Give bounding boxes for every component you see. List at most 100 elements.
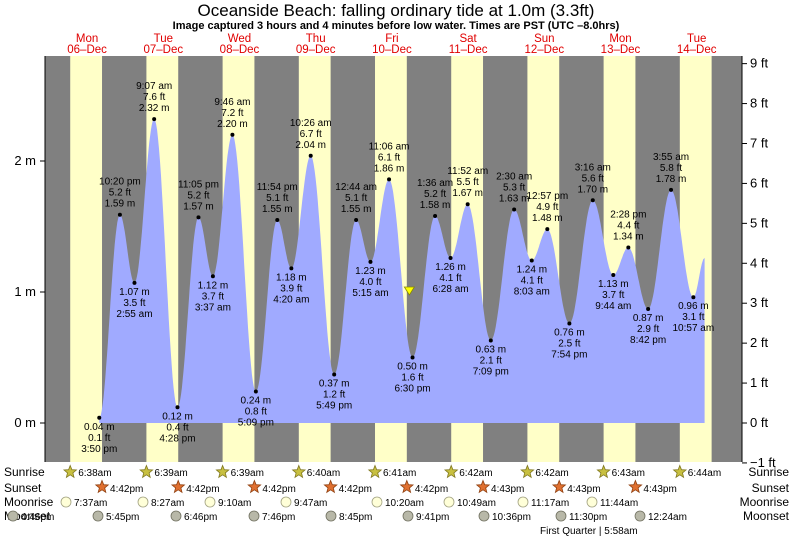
moonset-time: 12:24am <box>648 512 687 523</box>
day-date: 13–Dec <box>601 44 641 56</box>
moonrise-time: 11:44am <box>600 498 638 509</box>
tide-curve <box>99 119 705 423</box>
tide-m-label: 1.70 m <box>577 184 608 195</box>
moonrise-row-label-right: Moonrise <box>740 495 790 509</box>
tide-m-label: 1.59 m <box>105 199 136 210</box>
tide-time-label: 11:54 pm <box>257 182 298 193</box>
tide-ft-label: 4.9 ft <box>536 202 558 213</box>
tide-m-label: 0.50 m <box>397 362 428 373</box>
tide-point <box>646 307 651 312</box>
sunrise-time: 6:41am <box>383 468 416 479</box>
tide-time-label: 3:16 am <box>575 162 611 173</box>
tide-time-label: 10:57 am <box>673 323 715 334</box>
tide-m-label: 1.26 m <box>435 262 466 273</box>
day-name: Mon <box>76 33 98 45</box>
day-date: 08–Dec <box>220 44 260 56</box>
tide-m-label: 1.55 m <box>262 204 293 215</box>
sun-moon-rows: Sunrise Sunset Moonrise Moonset Sunrise … <box>4 464 790 537</box>
moonrise-icon <box>517 496 529 508</box>
moonrise-time: 10:20am <box>385 498 424 509</box>
tide-point <box>230 132 235 137</box>
tide-m-label: 2.20 m <box>217 119 248 130</box>
tide-ft-label: 5.3 ft <box>503 182 525 193</box>
tide-m-label: 1.18 m <box>276 272 307 283</box>
sunset-time: 4:43pm <box>491 484 524 495</box>
sunrise-icon <box>139 464 154 479</box>
sunset-icon <box>323 479 338 494</box>
tide-point <box>308 153 313 158</box>
moonset-icon <box>402 510 414 522</box>
tide-point <box>410 355 415 360</box>
sunset-time: 4:42pm <box>110 484 143 495</box>
right-tick-label: 8 ft <box>750 96 768 111</box>
tide-time-label: 12:57 pm <box>526 191 568 202</box>
tide-point <box>433 214 438 219</box>
moonset-icon <box>555 510 567 522</box>
tide-m-label: 0.04 m <box>84 422 115 433</box>
tide-m-label: 1.24 m <box>516 265 547 276</box>
tide-ft-label: 2.9 ft <box>637 324 659 335</box>
tide-time-label: 2:55 am <box>116 309 152 320</box>
tide-ft-label: 7.2 ft <box>221 108 243 119</box>
tide-time-label: 1:36 am <box>417 178 453 189</box>
tide-ft-label: 5.5 ft <box>457 177 479 188</box>
tide-m-label: 1.34 m <box>613 231 644 242</box>
tide-point <box>567 321 572 326</box>
moonrise-icon <box>586 496 598 508</box>
tide-ft-label: 5.2 ft <box>424 189 446 200</box>
axes: 0 m 1 m 2 m −1 ft 0 ft 1 ft 2 ft 3 ft 4 ft 5 ft 6 … <box>14 56 776 470</box>
sunrise-time: 6:42am <box>535 468 568 479</box>
tide-time-label: 9:46 am <box>214 97 250 108</box>
day-date: 11–Dec <box>449 44 488 56</box>
tide-ft-label: 5.6 ft <box>582 173 604 184</box>
current-tide-marker <box>403 286 416 296</box>
tide-ft-label: 2.1 ft <box>480 355 502 366</box>
tide-time-label: 3:37 am <box>195 302 231 313</box>
sunrise-icon <box>672 464 688 479</box>
sunset-time: 4:42pm <box>339 484 372 495</box>
moonrise-time: 7:37am <box>74 498 107 509</box>
sunset-icon <box>399 479 415 494</box>
tide-point <box>611 272 616 277</box>
sunset-icon <box>247 479 262 494</box>
tide-time-label: 8:42 pm <box>630 335 666 346</box>
tide-point <box>669 187 674 192</box>
tide-ft-label: 2.5 ft <box>558 338 580 349</box>
tide-m-label: 1.57 m <box>183 201 214 212</box>
right-tick-label: 7 ft <box>750 135 768 150</box>
tide-point <box>387 177 392 182</box>
day-date: 12–Dec <box>524 44 564 56</box>
sunset-time: 4:43pm <box>643 484 676 495</box>
tide-area <box>99 119 705 423</box>
sunset-row-label: Sunset <box>4 481 42 495</box>
tide-m-label: 0.24 m <box>241 396 272 407</box>
tide-ft-label: 3.9 ft <box>280 283 302 294</box>
tide-time-label: 2:30 am <box>496 171 532 182</box>
tide-point <box>152 117 157 122</box>
right-tick-label: −1 ft <box>750 455 776 470</box>
moonset-time: 5:45pm <box>106 512 139 523</box>
chart-title: Oceanside Beach: falling ordinary tide a… <box>198 1 595 20</box>
moonset-time: 9:41pm <box>416 512 449 523</box>
tide-ft-label: 4.0 ft <box>359 277 381 288</box>
sunset-row-label-right: Sunset <box>752 481 790 495</box>
tide-point <box>117 212 122 217</box>
tide-m-label: 1.67 m <box>452 188 483 199</box>
sunrise-icon <box>520 464 535 479</box>
tide-time-label: 9:44 am <box>595 301 631 312</box>
tide-time-label: 6:28 am <box>432 284 468 295</box>
moonrise-icon <box>280 496 292 508</box>
day-name: Tue <box>154 33 173 45</box>
tide-m-label: 1.13 m <box>598 279 629 290</box>
sunset-time: 4:42pm <box>262 484 295 495</box>
tide-point <box>488 338 493 343</box>
right-tick-label: 4 ft <box>750 255 768 270</box>
tide-point <box>448 255 453 260</box>
right-tick-label: 1 ft <box>750 375 768 390</box>
tide-ft-label: 4.4 ft <box>617 220 639 231</box>
moonrise-time: 11:17am <box>531 498 569 509</box>
tide-point <box>210 274 215 279</box>
day-date: 06–Dec <box>67 44 107 56</box>
